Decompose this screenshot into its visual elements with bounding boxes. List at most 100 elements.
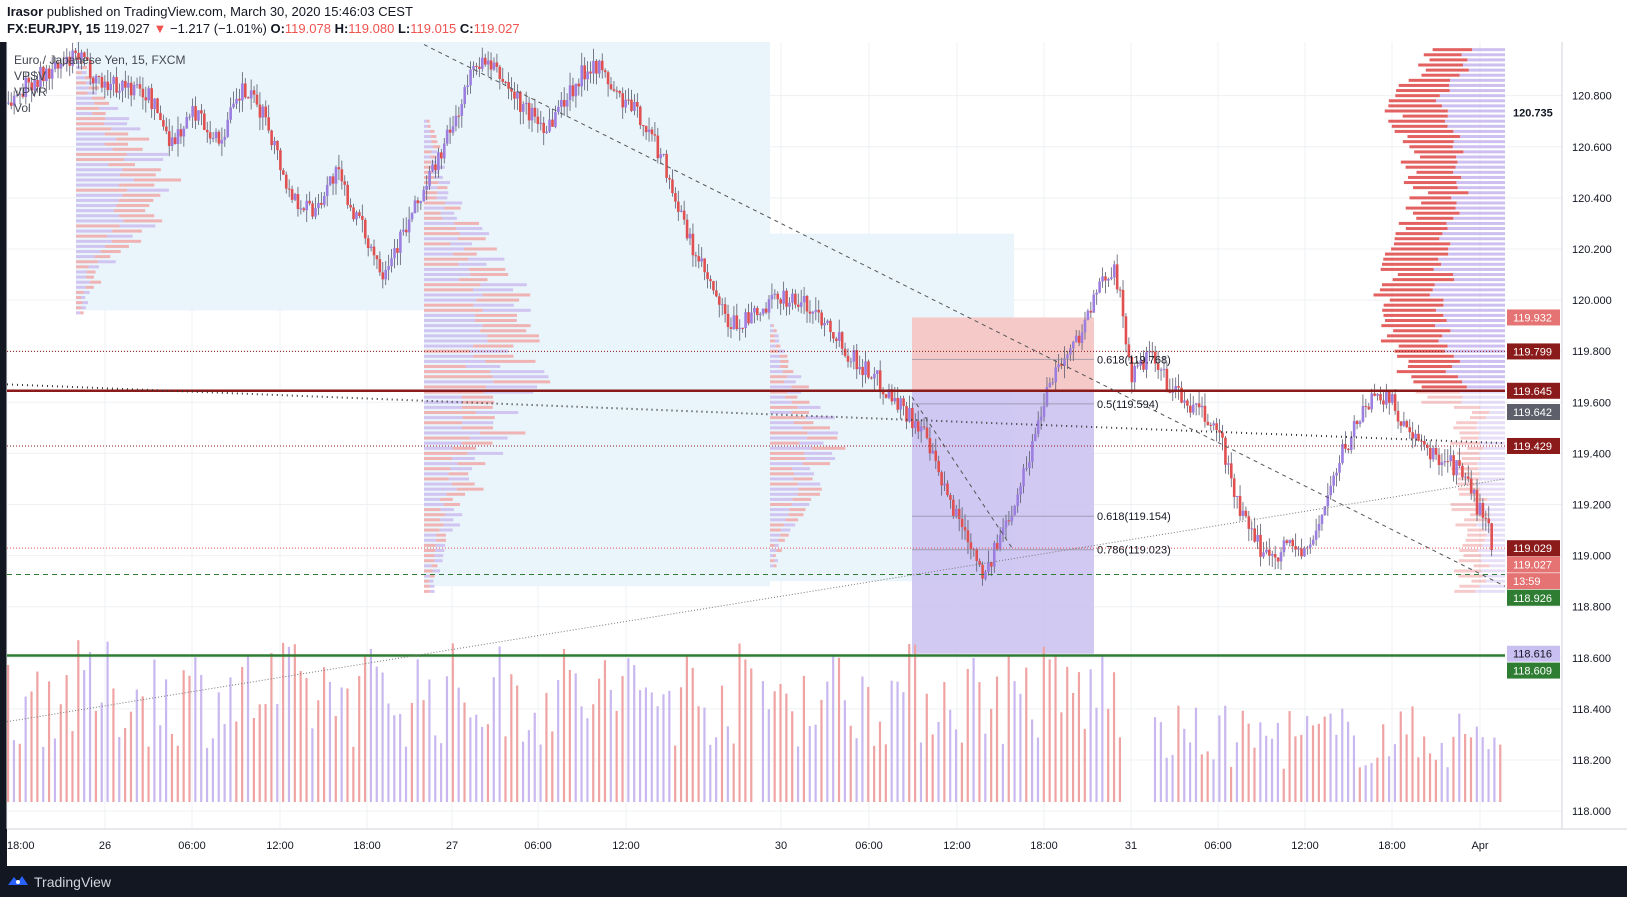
price-axis[interactable]	[1562, 42, 1627, 829]
legend-vpvr[interactable]: VPVR	[14, 85, 47, 99]
candle-body	[659, 154, 663, 159]
price-label-bg	[1507, 589, 1560, 606]
vp-bar	[105, 244, 129, 248]
candle-body	[1347, 448, 1350, 451]
volume-bar	[849, 725, 852, 802]
price-tick: 119.200	[1572, 499, 1611, 511]
candle-body	[68, 56, 72, 66]
vp-bar	[424, 344, 474, 348]
volume-bar	[246, 654, 250, 802]
volume-bar	[416, 659, 419, 802]
vp-bar	[451, 482, 475, 486]
vp-bar	[456, 487, 484, 491]
vp-bar	[76, 81, 87, 85]
vp-bar	[1450, 242, 1505, 246]
legend-title[interactable]: Euro / Japanese Yen, 15, FXCM	[14, 53, 186, 67]
candle-body	[1133, 365, 1137, 383]
candle-body	[1215, 423, 1218, 431]
volume-bar	[1212, 759, 1215, 802]
candle-body	[39, 66, 42, 88]
candle-body	[1077, 335, 1081, 344]
candle-body	[1376, 393, 1379, 396]
vp-bar	[1481, 569, 1505, 573]
candle-body	[1010, 515, 1014, 522]
candle-body	[1317, 523, 1321, 531]
vp-bar	[424, 533, 437, 537]
author-name[interactable]: Irasor	[7, 4, 44, 19]
volume-bar	[200, 675, 203, 802]
time-axis[interactable]	[7, 829, 1562, 866]
volume-bar	[562, 648, 566, 802]
vp-bar	[82, 66, 88, 70]
footer-brand[interactable]: TradingView	[34, 874, 112, 890]
vp-bar	[119, 183, 155, 187]
vp-bar	[85, 285, 94, 289]
candle-body	[419, 201, 423, 204]
volume-bar	[188, 675, 191, 802]
candle-body	[1332, 475, 1335, 486]
candle-body	[425, 185, 428, 190]
candle-body	[636, 101, 639, 107]
volume-bar	[814, 724, 817, 802]
candle-body	[1370, 393, 1374, 410]
tradingview-logo-icon[interactable]	[6, 873, 30, 889]
candle-body	[328, 176, 332, 185]
candle-body	[1042, 405, 1046, 417]
vp-bar	[424, 390, 485, 394]
vp-bar	[805, 416, 835, 420]
vp-bar	[1480, 456, 1505, 460]
vp-bar	[1457, 160, 1505, 164]
vp-bar	[1415, 390, 1460, 394]
vp-bar	[104, 142, 129, 146]
candle-body	[428, 170, 431, 186]
candle-body	[91, 77, 95, 84]
vp-bar	[770, 482, 798, 486]
vp-bar	[76, 285, 86, 289]
candle-body	[764, 308, 768, 313]
vp-bar	[81, 306, 86, 310]
volume-bar	[352, 746, 355, 802]
vp-bar	[792, 497, 812, 501]
vp-bar	[770, 502, 792, 506]
vp-bar	[1405, 206, 1456, 210]
vp-bar	[770, 431, 808, 435]
candle-body	[340, 169, 344, 182]
volume-bar	[1387, 756, 1391, 802]
vp-bar	[1423, 53, 1462, 57]
price-chart[interactable]: 0.618(119.768) 0.5(119.594) 0.618(119.154)…	[0, 42, 1627, 866]
candle-body	[1048, 382, 1052, 388]
price-label: 119.027	[1513, 560, 1552, 572]
candle-body	[694, 255, 698, 257]
vp-bar	[116, 137, 150, 141]
volume-bar	[1200, 754, 1203, 802]
vp-bar	[439, 497, 453, 501]
candle-body	[627, 99, 630, 101]
volume-bar	[592, 704, 595, 802]
candle-body	[1446, 461, 1450, 463]
candle-body	[1028, 461, 1031, 468]
volume-bar	[744, 659, 747, 802]
vp-bar	[76, 76, 85, 80]
change-arrow-icon: ▼	[153, 21, 167, 36]
price-label-bg	[1507, 556, 1560, 573]
volume-bar	[1294, 736, 1297, 802]
volume-bar	[990, 708, 993, 802]
candle-body	[1212, 423, 1216, 426]
candle-body	[1150, 351, 1154, 353]
vp-bar	[1420, 155, 1457, 159]
vp-bar	[76, 198, 119, 202]
volume-bar	[884, 744, 887, 802]
vp-bar	[446, 492, 466, 496]
volume-bar	[475, 714, 478, 802]
vp-bar	[1484, 528, 1505, 532]
vp-bar	[775, 339, 780, 343]
candle-body	[170, 137, 174, 147]
volume-bar	[346, 688, 349, 802]
candle-body	[1189, 405, 1192, 413]
legend-vpsv[interactable]: VPSV	[14, 69, 47, 83]
candle-body	[1262, 552, 1265, 557]
legend-vol[interactable]: Vol	[14, 101, 31, 115]
vp-bar	[1395, 94, 1440, 98]
symbol-label[interactable]: FX:EURJPY, 15	[7, 21, 101, 36]
volume-bar	[855, 738, 858, 802]
